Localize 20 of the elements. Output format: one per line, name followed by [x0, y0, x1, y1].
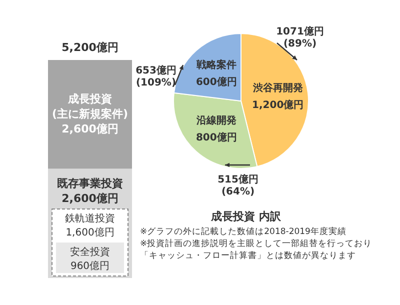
text: ※投資計画の進捗説明を主眼として一部組替を行っており	[140, 238, 372, 250]
total-label: 5,200億円	[62, 40, 118, 54]
data-label: 2,600億円	[62, 122, 118, 136]
data-label: 600億円	[196, 76, 237, 88]
annotation: 鉄軌道投資 1,600億円	[65, 212, 115, 238]
text: 「キャッシュ・フロー計算書」とは数値が異なります	[140, 250, 356, 262]
series-label: 成長投資 (主に新規案件)	[52, 92, 128, 120]
slice-label: 戦略案件	[195, 58, 236, 71]
text: ※グラフの外に記載した数値は2018-2019年度実績	[140, 226, 346, 238]
data-label: 2,600億円	[62, 192, 118, 205]
data-label: 1,200億円	[252, 99, 304, 112]
slice-label: 渋谷再開発	[252, 82, 304, 94]
series-label: 既存事業投資	[57, 176, 123, 190]
slice-label: 沿線開発	[195, 114, 238, 126]
data-label: 800億円	[196, 131, 237, 144]
text: 515億円 (64%)	[218, 174, 258, 198]
text: 成長投資 内訳	[210, 210, 282, 223]
annotation: 安全投資 960億円	[70, 246, 110, 272]
text: 653億円 (109%)	[136, 64, 176, 89]
text: 1071億円 (89%)	[276, 26, 324, 50]
